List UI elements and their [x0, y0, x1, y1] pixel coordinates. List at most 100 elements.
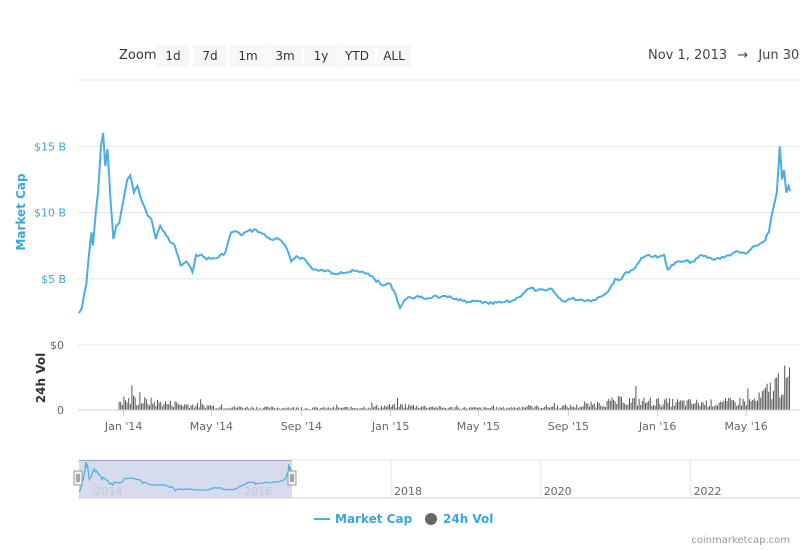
- volume-bar: [229, 408, 230, 410]
- volume-bar: [449, 407, 451, 410]
- volume-bar: [789, 367, 790, 410]
- volume-bar: [365, 408, 366, 410]
- volume-bar: [707, 407, 709, 410]
- volume-bar: [520, 408, 522, 410]
- volume-bar: [397, 397, 398, 410]
- legend-item-volume[interactable]: 24h Vol: [424, 512, 493, 526]
- zoom-button-7d[interactable]: 7d: [193, 45, 227, 67]
- volume-bar: [704, 405, 706, 410]
- volume-bar: [280, 408, 282, 410]
- volume-bar: [166, 403, 168, 410]
- volume-bar: [560, 408, 562, 410]
- volume-bar: [425, 407, 427, 410]
- volume-bar: [165, 401, 166, 410]
- volume-bar: [125, 400, 126, 410]
- volume-bar: [235, 407, 237, 410]
- zoom-button-1y[interactable]: 1y: [304, 45, 338, 67]
- volume-bar: [371, 402, 373, 410]
- navigator-selection[interactable]: [79, 461, 292, 498]
- volume-bar: [137, 404, 139, 410]
- volume-bar: [720, 401, 722, 410]
- zoom-button-ytd[interactable]: YTD: [339, 45, 375, 67]
- volume-bar: [600, 405, 602, 410]
- volume-bar: [457, 407, 459, 410]
- volume-bar: [193, 407, 195, 410]
- volume-bar: [149, 405, 150, 410]
- volume-bar: [301, 407, 302, 410]
- volume-bar: [630, 402, 632, 410]
- volume-axis-label: 24h Vol: [34, 353, 48, 403]
- volume-bar: [363, 406, 365, 410]
- date-from-input[interactable]: Nov 1, 2013: [648, 48, 728, 63]
- volume-bar: [374, 406, 376, 410]
- volume-bar: [278, 408, 280, 410]
- volume-bar: [307, 408, 309, 410]
- volume-bar: [171, 405, 173, 410]
- volume-bar: [632, 398, 634, 410]
- volume-bar: [760, 397, 762, 410]
- x-axis-ticks: Jan '14 May '14 Sep '14 Jan '15 May '15 Sep '…: [104, 410, 768, 433]
- volume-bar: [325, 408, 326, 410]
- volume-bar: [587, 403, 589, 410]
- volume-bar: [185, 404, 187, 410]
- volume-bar: [318, 408, 320, 410]
- volume-bar: [605, 407, 606, 410]
- volume-bar: [665, 398, 667, 410]
- volume-bar: [753, 398, 755, 410]
- volume-bar: [221, 404, 222, 410]
- volume-bar: [224, 408, 226, 410]
- volume-bar: [219, 406, 221, 410]
- volume-bar: [664, 399, 666, 410]
- volume-bar: [296, 407, 298, 410]
- volume-bar: [265, 406, 267, 410]
- volume-bar: [411, 405, 413, 410]
- zoom-button-1d[interactable]: 1d: [157, 45, 189, 67]
- zoom-button-1m[interactable]: 1m: [230, 45, 266, 67]
- navigator-handle-left[interactable]: [73, 470, 83, 486]
- zoom-button-3m[interactable]: 3m: [267, 45, 303, 67]
- volume-bar: [179, 404, 181, 410]
- volume-bar: [763, 389, 765, 410]
- circle-legend-icon: [425, 513, 437, 525]
- credit-link[interactable]: coinmarketcap.com: [691, 535, 790, 546]
- volume-bar: [339, 408, 341, 410]
- market-cap-line[interactable]: [78, 132, 791, 314]
- volume-bar: [723, 400, 725, 410]
- navigator-handle-right[interactable]: [287, 470, 297, 486]
- volume-bar: [641, 401, 643, 410]
- volume-bar: [566, 406, 568, 410]
- volume-bar: [248, 408, 250, 410]
- date-to-input[interactable]: Jun 30, 2: [758, 48, 800, 63]
- volume-bar: [709, 406, 710, 410]
- volume-bar: [715, 404, 717, 410]
- navigator[interactable]: 20142016201820202022: [73, 459, 800, 499]
- volume-bar: [624, 403, 626, 410]
- volume-bar: [259, 407, 261, 410]
- volume-bar: [595, 407, 597, 410]
- volume-bar: [357, 408, 358, 410]
- volume-bar: [326, 407, 328, 410]
- volume-bar: [251, 406, 253, 410]
- volume-bar: [606, 401, 608, 410]
- zoom-button-all[interactable]: ALL: [377, 45, 411, 67]
- volume-bar: [646, 402, 648, 410]
- volume-bar: [393, 403, 395, 410]
- legend: Market Cap 24h Vol: [0, 512, 800, 532]
- x-tick-label: Jan '15: [371, 420, 409, 433]
- volume-bar: [205, 408, 206, 410]
- volume-bar: [262, 407, 264, 410]
- volume-bar: [750, 401, 752, 410]
- volume-bar: [169, 400, 171, 410]
- volume-bar: [361, 408, 363, 410]
- volume-bar: [654, 405, 656, 410]
- volume-bar: [227, 408, 229, 410]
- volume-bar: [392, 404, 394, 410]
- volume-bar: [192, 404, 194, 410]
- volume-bar: [787, 376, 789, 410]
- volume-bar: [574, 407, 576, 410]
- volume-bar: [395, 407, 397, 410]
- volume-bar: [662, 404, 664, 410]
- volume-bar: [409, 406, 411, 410]
- volume-bar: [505, 408, 507, 410]
- legend-item-market-cap[interactable]: Market Cap: [313, 512, 412, 526]
